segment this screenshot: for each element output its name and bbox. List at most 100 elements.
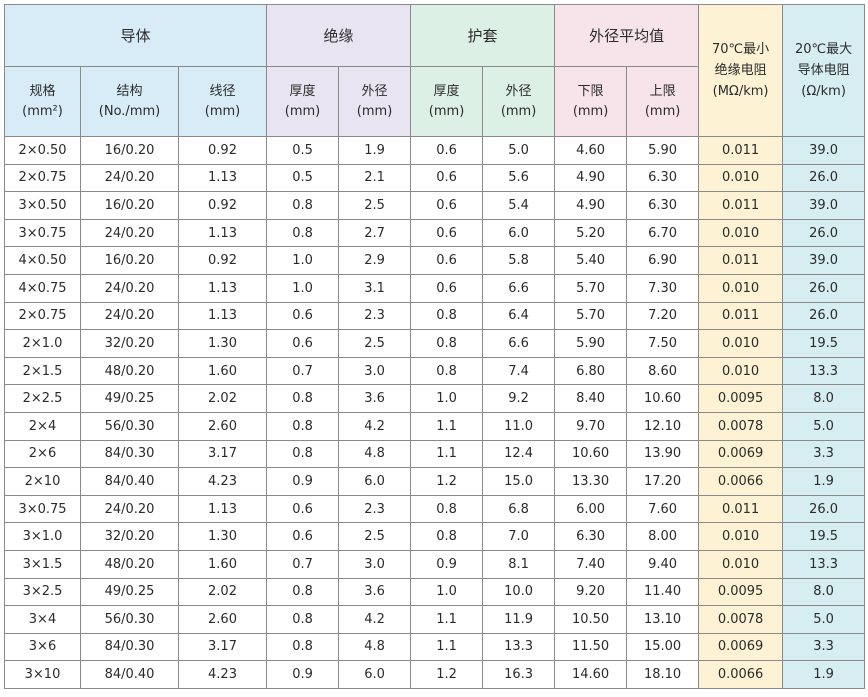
cell-wire-diameter: 0.92 (177, 136, 268, 165)
cell-insulation-resistance: 0.010 (698, 356, 784, 386)
cell-size: 3×2.5 (4, 577, 81, 607)
cell-structure: 84/0.40 (80, 660, 179, 689)
table-row: 2×10 84/0.40 4.23 0.9 6.0 1.2 15.0 13.30 17.20 0.… (4, 467, 866, 496)
cell-insulation-od: 6.0 (338, 467, 412, 496)
table-row: 3×1.0 32/0.20 1.30 0.6 2.5 0.8 7.0 6.30 8.00 0.01… (4, 522, 866, 551)
cell-wire-diameter: 4.23 (177, 467, 268, 496)
cell-od-upper: 6.30 (626, 163, 700, 193)
cell-od-upper: 6.30 (626, 191, 700, 220)
table-row: 3×6 84/0.30 3.17 0.8 4.8 1.1 13.3 11.50 15.00 0.0… (4, 632, 866, 662)
cell-od-upper: 12.10 (626, 411, 700, 441)
cell-od-upper: 17.20 (626, 467, 700, 496)
cell-size: 2×1.0 (4, 329, 81, 358)
cell-structure: 84/0.40 (80, 467, 179, 496)
cell-insulation-thickness: 0.8 (266, 605, 340, 634)
cell-insulation-od: 3.0 (338, 549, 412, 579)
cell-insulation-resistance: 0.011 (698, 301, 784, 331)
cell-structure: 56/0.30 (80, 411, 179, 441)
cell-sheath-od: 5.8 (482, 246, 556, 275)
table-row: 3×0.75 24/0.20 1.13 0.6 2.3 0.8 6.8 6.00 7.60 0.0… (4, 494, 866, 524)
subheader-sheath-od: 外径 (mm) (482, 66, 556, 137)
cell-insulation-od: 4.2 (338, 411, 412, 441)
table-row: 3×10 84/0.40 4.23 0.9 6.0 1.2 16.3 14.60 18.10 0.… (4, 660, 866, 689)
cell-size: 3×6 (4, 632, 81, 662)
table-body: 2×0.50 16/0.20 0.92 0.5 1.9 0.6 5.0 4.60 5.90 0.0… (4, 136, 866, 689)
cell-insulation-resistance: 0.0095 (698, 384, 784, 413)
cell-structure: 84/0.30 (80, 439, 179, 469)
cell-insulation-od: 2.5 (338, 191, 412, 220)
cell-od-upper: 6.70 (626, 218, 700, 248)
cell-insulation-resistance: 0.010 (698, 273, 784, 303)
cell-structure: 56/0.30 (80, 605, 179, 634)
cell-insulation-thickness: 0.6 (266, 494, 340, 524)
cell-wire-diameter: 2.02 (177, 577, 268, 607)
cell-od-lower: 6.30 (554, 522, 628, 551)
cell-structure: 48/0.20 (80, 356, 179, 386)
cell-sheath-thickness: 1.1 (410, 439, 484, 469)
cell-insulation-resistance: 0.0069 (698, 632, 784, 662)
cell-sheath-thickness: 1.0 (410, 384, 484, 413)
cell-insulation-thickness: 0.8 (266, 411, 340, 441)
cell-insulation-thickness: 0.6 (266, 522, 340, 551)
cell-structure: 84/0.30 (80, 632, 179, 662)
cell-od-upper: 9.40 (626, 549, 700, 579)
cell-size: 4×0.75 (4, 273, 81, 303)
cell-od-upper: 8.00 (626, 522, 700, 551)
cell-structure: 16/0.20 (80, 136, 179, 165)
cell-sheath-od: 9.2 (482, 384, 556, 413)
cell-insulation-resistance: 0.010 (698, 549, 784, 579)
table-row: 2×1.0 32/0.20 1.30 0.6 2.5 0.8 6.6 5.90 7.50 0.01… (4, 329, 866, 358)
cell-sheath-od: 13.3 (482, 632, 556, 662)
cell-insulation-resistance: 0.011 (698, 246, 784, 275)
cell-od-lower: 10.50 (554, 605, 628, 634)
cell-sheath-od: 5.0 (482, 136, 556, 165)
cell-conductor-resistance: 1.9 (782, 467, 866, 496)
cell-insulation-od: 3.6 (338, 577, 412, 607)
cell-od-upper: 7.20 (626, 301, 700, 331)
cell-insulation-od: 2.7 (338, 218, 412, 248)
table-row: 3×1.5 48/0.20 1.60 0.7 3.0 0.9 8.1 7.40 9.40 0.01… (4, 549, 866, 579)
table-row: 3×0.50 16/0.20 0.92 0.8 2.5 0.6 5.4 4.90 6.30 0.0… (4, 191, 866, 220)
table-row: 3×0.75 24/0.20 1.13 0.8 2.7 0.6 6.0 5.20 6.70 0.0… (4, 218, 866, 248)
cell-sheath-thickness: 0.8 (410, 301, 484, 331)
cell-insulation-resistance: 0.0069 (698, 439, 784, 469)
cell-wire-diameter: 3.17 (177, 439, 268, 469)
cell-insulation-thickness: 0.7 (266, 549, 340, 579)
cell-od-lower: 5.70 (554, 301, 628, 331)
cell-insulation-od: 2.3 (338, 301, 412, 331)
cell-od-lower: 10.60 (554, 439, 628, 469)
cell-sheath-thickness: 0.6 (410, 191, 484, 220)
subheader-structure: 结构 (No./mm) (80, 66, 179, 137)
cell-structure: 24/0.20 (80, 273, 179, 303)
cell-conductor-resistance: 3.3 (782, 632, 866, 662)
cell-sheath-od: 6.8 (482, 494, 556, 524)
cell-wire-diameter: 4.23 (177, 660, 268, 689)
cell-od-lower: 5.20 (554, 218, 628, 248)
cell-sheath-od: 11.9 (482, 605, 556, 634)
cell-size: 3×4 (4, 605, 81, 634)
cell-sheath-thickness: 1.0 (410, 577, 484, 607)
cell-structure: 49/0.25 (80, 384, 179, 413)
subheader-sheath-thickness: 厚度 (mm) (410, 66, 484, 137)
table-row: 2×1.5 48/0.20 1.60 0.7 3.0 0.8 7.4 6.80 8.60 0.01… (4, 356, 866, 386)
cell-insulation-resistance: 0.0078 (698, 605, 784, 634)
cell-insulation-od: 3.0 (338, 356, 412, 386)
cell-size: 2×0.75 (4, 301, 81, 331)
cell-conductor-resistance: 8.0 (782, 577, 866, 607)
cell-insulation-resistance: 0.010 (698, 329, 784, 358)
cell-sheath-od: 5.4 (482, 191, 556, 220)
cell-od-lower: 8.40 (554, 384, 628, 413)
cell-size: 2×6 (4, 439, 81, 469)
table-row: 2×0.75 24/0.20 1.13 0.5 2.1 0.6 5.6 4.90 6.30 0.0… (4, 163, 866, 193)
cell-insulation-resistance: 0.011 (698, 494, 784, 524)
cell-sheath-thickness: 0.6 (410, 273, 484, 303)
cell-conductor-resistance: 39.0 (782, 246, 866, 275)
cell-sheath-thickness: 1.2 (410, 660, 484, 689)
cell-insulation-thickness: 1.0 (266, 273, 340, 303)
cell-conductor-resistance: 8.0 (782, 384, 866, 413)
cell-insulation-thickness: 0.8 (266, 577, 340, 607)
cell-od-lower: 5.90 (554, 329, 628, 358)
cell-conductor-resistance: 26.0 (782, 273, 866, 303)
cell-wire-diameter: 1.13 (177, 301, 268, 331)
cell-insulation-thickness: 0.8 (266, 439, 340, 469)
